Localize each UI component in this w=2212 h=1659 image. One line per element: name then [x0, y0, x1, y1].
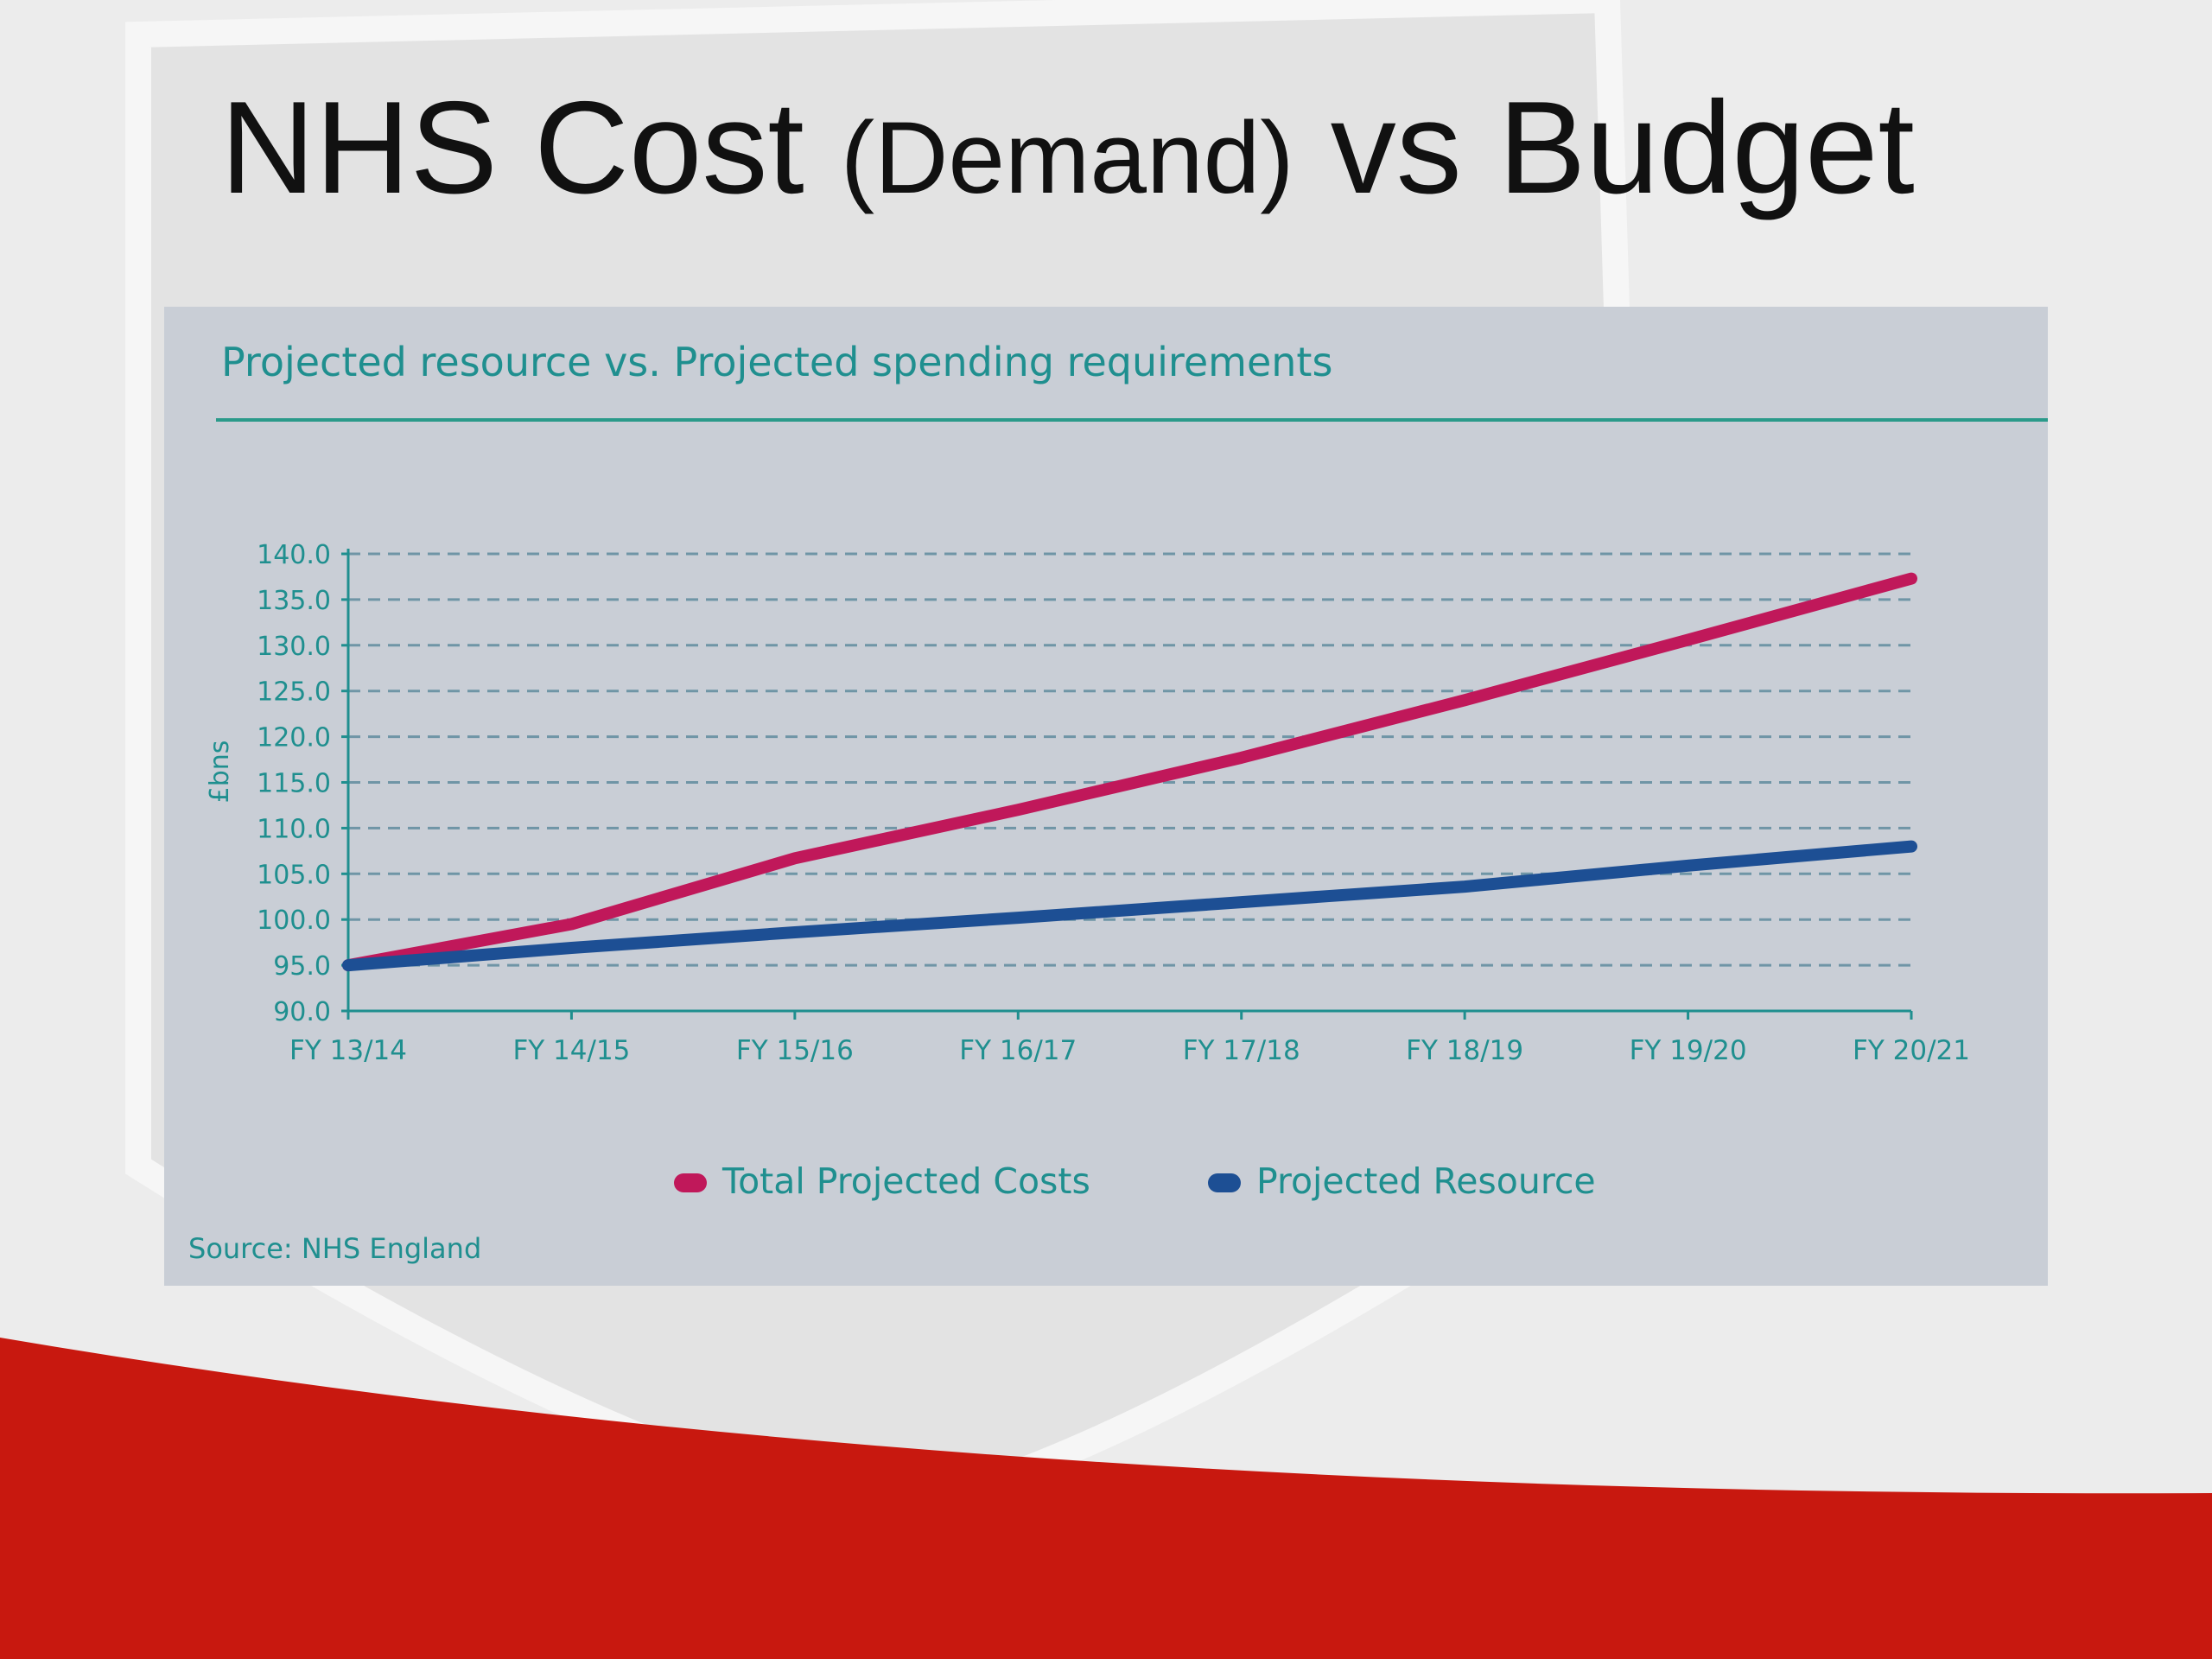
x-tick-label: FY 16/17 [959, 1035, 1077, 1066]
chart-panel: Projected resource vs. Projected spendin… [164, 307, 2048, 1286]
x-tick-label: FY 14/15 [512, 1035, 630, 1066]
y-tick-label: 115.0 [257, 769, 331, 799]
series-line-total-projected-costs [342, 572, 1917, 972]
y-tick-label: 140.0 [257, 540, 331, 570]
legend: Total Projected Costs Projected Resource [674, 1160, 1596, 1202]
legend-label: Total Projected Costs [721, 1160, 1090, 1202]
legend-label: Projected Resource [1256, 1160, 1596, 1202]
x-tick-labels: FY 13/14 FY 14/15 FY 15/16 FY 16/17 FY 17/18… [289, 1035, 1970, 1066]
y-tick-label: 90.0 [273, 997, 331, 1027]
x-tick-label: FY 20/21 [1853, 1035, 1970, 1066]
x-tick-label: FY 19/20 [1630, 1035, 1747, 1066]
legend-swatch [1208, 1173, 1241, 1192]
y-tick-label: 135.0 [257, 586, 331, 616]
chart-source: Source: NHS England [188, 1232, 481, 1265]
y-tick-labels: 140.0 135.0 130.0 125.0 120.0 115.0 110.0 105.0… [257, 540, 331, 1027]
y-tick-label: 105.0 [257, 860, 331, 890]
gridlines [348, 552, 1911, 967]
x-tick-label: FY 18/19 [1406, 1035, 1523, 1066]
x-tick-label: FY 13/14 [289, 1035, 407, 1066]
y-tick-label: 125.0 [257, 677, 331, 708]
y-tick-label: 100.0 [257, 906, 331, 936]
y-tick-label: 110.0 [257, 814, 331, 844]
title-part-3: vs Budget [1330, 74, 1915, 221]
slide-title: NHS Cost (Demand) vs Budget [220, 82, 1915, 213]
y-tick-label: 95.0 [273, 951, 331, 982]
x-tick-label: FY 15/16 [736, 1035, 854, 1066]
y-axis-label: £bns [205, 741, 235, 804]
y-tick-label: 120.0 [257, 723, 331, 753]
chart-title: Projected resource vs. Projected spendin… [221, 339, 1332, 385]
legend-swatch [674, 1173, 707, 1192]
x-tick-label: FY 17/18 [1183, 1035, 1300, 1066]
series-layer [342, 572, 1917, 972]
line-chart: Projected resource vs. Projected spendin… [188, 339, 2048, 1265]
title-part-1: NHS Cost [220, 74, 804, 221]
bottom-red-band [0, 1338, 2212, 1659]
series-line-projected-resource [342, 840, 1917, 972]
y-tick-label: 130.0 [257, 632, 331, 662]
title-part-2: (Demand) [840, 101, 1294, 215]
axes [341, 549, 1913, 1020]
